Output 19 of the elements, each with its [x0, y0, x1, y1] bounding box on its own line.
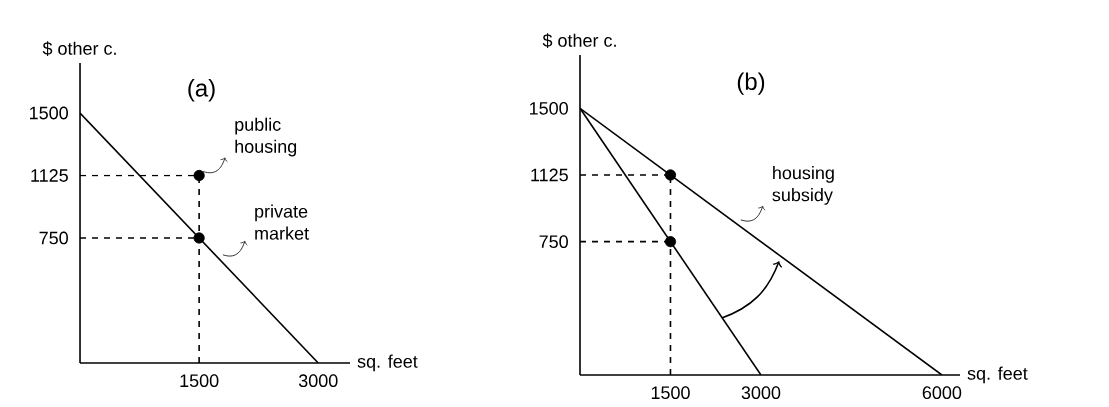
x-tick-label: 3000 — [298, 374, 338, 388]
text: (b) — [737, 72, 765, 95]
text: (a) — [188, 79, 215, 102]
x-tick-label: 1500 — [651, 386, 690, 400]
annotation: housing subsidy — [772, 166, 834, 205]
y-tick-label: 750 — [39, 231, 68, 245]
annotation: public housing — [235, 117, 297, 157]
x-tick-label: 6000 — [922, 386, 962, 400]
y-tick-label: 1125 — [31, 169, 68, 182]
y-tick-label: 1500 — [530, 101, 568, 115]
y-tick-label: 1125 — [531, 168, 568, 182]
y-tick-label: 750 — [539, 235, 568, 249]
y-tick-label: 1500 — [30, 106, 68, 120]
x-axis-title: sq. feet — [967, 366, 1028, 384]
annotation: private market — [255, 204, 309, 240]
y-axis-title: $ other c. — [42, 41, 116, 56]
y-axis-title: $ other c. — [542, 33, 616, 48]
x-axis-title: sq. feet — [357, 354, 418, 372]
x-tick-label: 3000 — [741, 386, 781, 400]
